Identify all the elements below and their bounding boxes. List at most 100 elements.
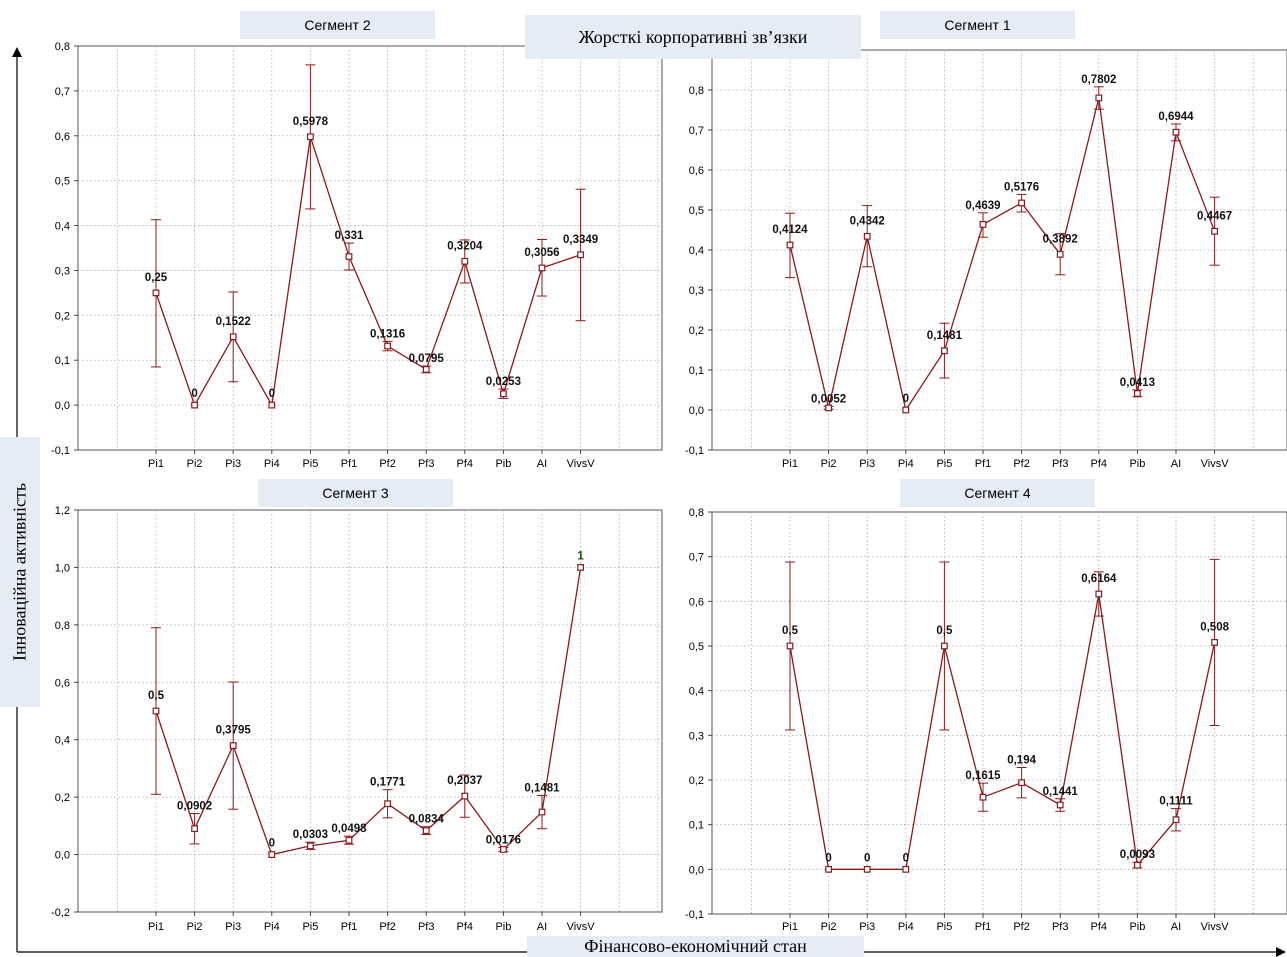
x-tick-label: Pf1: [341, 921, 358, 933]
data-label: 0,2037: [447, 775, 482, 787]
data-label: 0,5176: [1004, 181, 1039, 193]
data-point: [500, 846, 507, 853]
data-label: 0: [269, 838, 275, 850]
x-tick-label: Pib: [495, 921, 511, 933]
data-label: 0,0834: [409, 814, 445, 826]
y-tick-label: 0,4: [55, 735, 70, 747]
data-point: [1095, 590, 1103, 598]
data-point: [461, 792, 469, 800]
data-label: 0,3204: [447, 240, 483, 252]
data-label: 0,5978: [293, 116, 329, 128]
data-label: 0: [903, 852, 909, 864]
data-label: 0,1316: [370, 328, 405, 340]
data-point: [940, 642, 948, 650]
x-tick-label: Pi3: [859, 458, 875, 470]
data-label: 0,331: [335, 230, 364, 242]
y-tick-label: 0,6: [689, 596, 704, 608]
data-point: [461, 257, 469, 265]
series-line: [789, 97, 1216, 412]
y-tick-label: 0,3: [689, 285, 704, 297]
data-label: 0,1111: [1159, 796, 1193, 808]
data-label: 0,1441: [1043, 786, 1079, 798]
data-point: [191, 825, 199, 833]
data-label: 0: [825, 852, 831, 864]
y-tick-label: 0,7: [689, 125, 704, 137]
data-point: [229, 742, 237, 750]
data-point: [268, 851, 276, 858]
data-point: [1172, 128, 1180, 136]
data-label: 0: [269, 388, 275, 400]
data-label: 0: [903, 393, 909, 405]
data-point: [422, 827, 430, 835]
data-point: [979, 793, 987, 801]
y-tick-label: 0,0: [55, 850, 70, 862]
data-label: 0: [191, 388, 197, 400]
data-point: [1056, 801, 1064, 809]
data-point: [902, 865, 910, 873]
y-tick-label: 0,8: [55, 41, 70, 53]
x-tick-label: Pf4: [1091, 921, 1108, 933]
main-title: Жорсткі корпоративні зв’язки: [525, 15, 861, 59]
data-point: [538, 808, 546, 816]
x-tick-label: Pi2: [821, 921, 837, 933]
y-tick-label: -0,2: [51, 907, 70, 919]
x-tick-label: Pib: [1129, 458, 1145, 470]
data-label: 0,0902: [177, 801, 212, 813]
data-label: 0,3795: [216, 725, 252, 737]
y-tick-label: 0,4: [689, 686, 704, 698]
panel-title-segment-2: Сегмент 2: [240, 11, 435, 39]
y-tick-label: 0,5: [689, 641, 704, 653]
x-tick-label: AI: [537, 458, 547, 470]
data-point: [1095, 94, 1103, 102]
y-tick-label: 0,7: [55, 86, 70, 98]
data-point: [384, 342, 391, 350]
data-label: 0,3892: [1043, 233, 1078, 245]
y-tick-label: 0,6: [55, 131, 70, 143]
y-tick-label: 0,0: [689, 405, 704, 417]
y-tick-label: 0,8: [689, 507, 704, 519]
plot-frame: [77, 45, 663, 451]
x-tick-label: AI: [1171, 921, 1181, 933]
chart-panels: -0,1 0,0 0,1 0,2 0,3 0,4 0,5 0,6 0,7 0,8 Pi1 Pi2 Pi3…: [51, 41, 1287, 933]
x-tick-label: Pf1: [975, 921, 992, 933]
data-label: 0,5: [936, 625, 953, 637]
x-tick-label: Pf2: [379, 458, 396, 470]
x-tick-label: Pi2: [187, 921, 203, 933]
x-tick-label: Pi4: [264, 921, 280, 933]
data-point: [345, 253, 353, 260]
data-point: [1133, 390, 1141, 397]
data-point: [1211, 227, 1219, 235]
x-tick-label: Pi4: [898, 921, 914, 933]
data-label: 0,0498: [331, 823, 367, 835]
plot-frame: [711, 49, 1287, 451]
y-tick-label: 0,6: [689, 165, 704, 177]
chart-panel-2: -0,1 0,0 0,1 0,2 0,3 0,4 0,5 0,6 0,7 0,8 Pi1 Pi2 Pi3…: [685, 49, 1287, 470]
y-tick-label: 0,8: [55, 620, 70, 632]
data-label: 1: [577, 550, 584, 562]
y-tick-label: 0,5: [55, 176, 70, 188]
x-tick-label: Pf3: [1052, 921, 1069, 933]
data-point: [152, 707, 160, 715]
data-point: [577, 251, 584, 259]
data-point: [229, 333, 237, 341]
x-tick-label: VivsV: [1201, 921, 1230, 933]
y-tick-label: 0,0: [689, 864, 704, 876]
data-label: 0,4639: [965, 200, 1000, 212]
data-label: 0,1481: [524, 782, 560, 794]
data-point: [152, 289, 160, 297]
y-tick-label: 1,0: [55, 562, 70, 574]
data-label: 0,0093: [1120, 849, 1155, 861]
y-tick-label: 0,2: [689, 325, 704, 337]
data-point: [268, 401, 276, 409]
data-point: [1018, 779, 1025, 787]
data-point: [422, 366, 430, 373]
data-point: [500, 390, 507, 398]
data-label: 0,6944: [1158, 111, 1194, 123]
data-point: [538, 264, 546, 272]
data-label: 0,4342: [850, 215, 885, 227]
data-label: 0,508: [1200, 621, 1229, 633]
x-tick-label: VivsV: [567, 458, 596, 470]
data-point: [786, 241, 794, 249]
y-tick-label: 0,6: [55, 677, 70, 689]
x-tick-label: Pi3: [225, 458, 241, 470]
